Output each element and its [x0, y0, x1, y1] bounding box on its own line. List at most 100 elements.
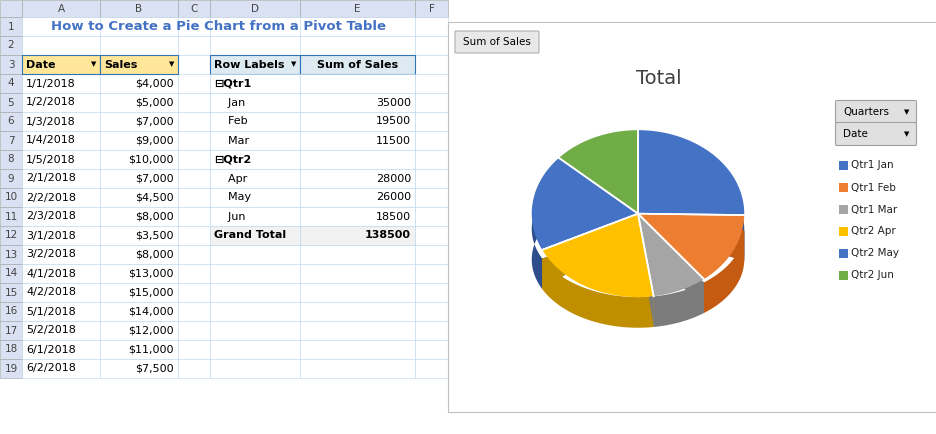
Bar: [300, 131, 415, 150]
Text: 16: 16: [5, 306, 18, 316]
Polygon shape: [559, 184, 637, 229]
Bar: [210, 112, 300, 131]
Text: 12: 12: [5, 230, 18, 240]
Polygon shape: [542, 229, 637, 289]
Text: $13,000: $13,000: [128, 269, 174, 279]
Text: 19500: 19500: [375, 116, 411, 126]
Bar: [178, 93, 210, 112]
Polygon shape: [637, 161, 743, 261]
Bar: [100, 36, 178, 55]
Bar: [22, 112, 100, 131]
Text: 138500: 138500: [365, 230, 411, 240]
Bar: [22, 55, 100, 74]
Bar: [0, 17, 22, 36]
Bar: [178, 302, 210, 321]
Bar: [300, 245, 415, 264]
Text: A: A: [57, 3, 65, 13]
Bar: [178, 226, 210, 245]
Bar: [300, 112, 415, 131]
Bar: [300, 264, 415, 283]
Bar: [300, 55, 415, 74]
Bar: [0, 302, 22, 321]
Bar: [0, 55, 22, 74]
Bar: [22, 0, 100, 17]
Bar: [300, 226, 415, 245]
Polygon shape: [542, 229, 637, 289]
Bar: [100, 55, 178, 74]
Bar: [22, 188, 100, 207]
Polygon shape: [637, 229, 653, 327]
Bar: [415, 245, 447, 264]
Text: Row Labels: Row Labels: [213, 59, 285, 69]
Bar: [100, 207, 178, 226]
Bar: [300, 74, 415, 93]
Text: Sales: Sales: [104, 59, 138, 69]
Bar: [178, 150, 210, 169]
Bar: [210, 55, 300, 74]
Text: Qtr1 Jan: Qtr1 Jan: [850, 161, 893, 171]
Bar: [210, 226, 300, 245]
Bar: [300, 188, 415, 207]
Bar: [300, 36, 415, 55]
Bar: [0, 169, 22, 188]
Text: 5: 5: [7, 98, 14, 108]
Bar: [415, 55, 447, 74]
Text: 3/2/2018: 3/2/2018: [26, 250, 76, 260]
Bar: [300, 131, 415, 150]
Polygon shape: [542, 214, 653, 297]
Polygon shape: [532, 158, 637, 250]
Bar: [415, 150, 447, 169]
Polygon shape: [653, 283, 703, 327]
Text: $7,500: $7,500: [135, 364, 174, 374]
Text: 3/1/2018: 3/1/2018: [26, 230, 76, 240]
Bar: [300, 207, 415, 226]
Bar: [100, 55, 178, 74]
Text: 19: 19: [5, 364, 18, 374]
Text: Date: Date: [26, 59, 55, 69]
Text: $12,000: $12,000: [128, 326, 174, 335]
Bar: [415, 264, 447, 283]
Bar: [415, 359, 447, 378]
Bar: [0, 245, 22, 264]
Text: 5/1/2018: 5/1/2018: [26, 306, 76, 316]
Text: $3,500: $3,500: [136, 230, 174, 240]
Text: 2/1/2018: 2/1/2018: [26, 174, 76, 184]
Bar: [22, 131, 100, 150]
Bar: [0, 74, 22, 93]
Bar: [100, 283, 178, 302]
Bar: [210, 226, 300, 245]
Text: $7,000: $7,000: [135, 116, 174, 126]
Text: 13: 13: [5, 250, 18, 260]
Polygon shape: [559, 161, 637, 214]
Bar: [22, 226, 100, 245]
Bar: [178, 74, 210, 93]
Bar: [0, 150, 22, 169]
Bar: [22, 340, 100, 359]
Bar: [210, 93, 300, 112]
Bar: [210, 55, 300, 74]
Bar: [178, 340, 210, 359]
Polygon shape: [637, 229, 653, 327]
Bar: [300, 150, 415, 169]
Bar: [447, 22, 936, 412]
Bar: [300, 226, 415, 245]
Bar: [300, 188, 415, 207]
Bar: [0, 321, 22, 340]
Text: 35000: 35000: [375, 98, 411, 108]
Text: $7,000: $7,000: [135, 174, 174, 184]
Text: Qtr2 Apr: Qtr2 Apr: [850, 227, 895, 237]
Text: 28000: 28000: [375, 174, 411, 184]
Text: 18500: 18500: [375, 211, 411, 221]
Text: $4,000: $4,000: [135, 79, 174, 89]
Bar: [300, 55, 415, 74]
Bar: [178, 36, 210, 55]
Bar: [22, 36, 100, 55]
Text: 4: 4: [7, 79, 14, 89]
Bar: [0, 36, 22, 55]
Bar: [210, 207, 300, 226]
Bar: [415, 302, 447, 321]
Bar: [22, 17, 100, 36]
Bar: [210, 264, 300, 283]
Bar: [415, 207, 447, 226]
Text: Total: Total: [636, 69, 681, 88]
